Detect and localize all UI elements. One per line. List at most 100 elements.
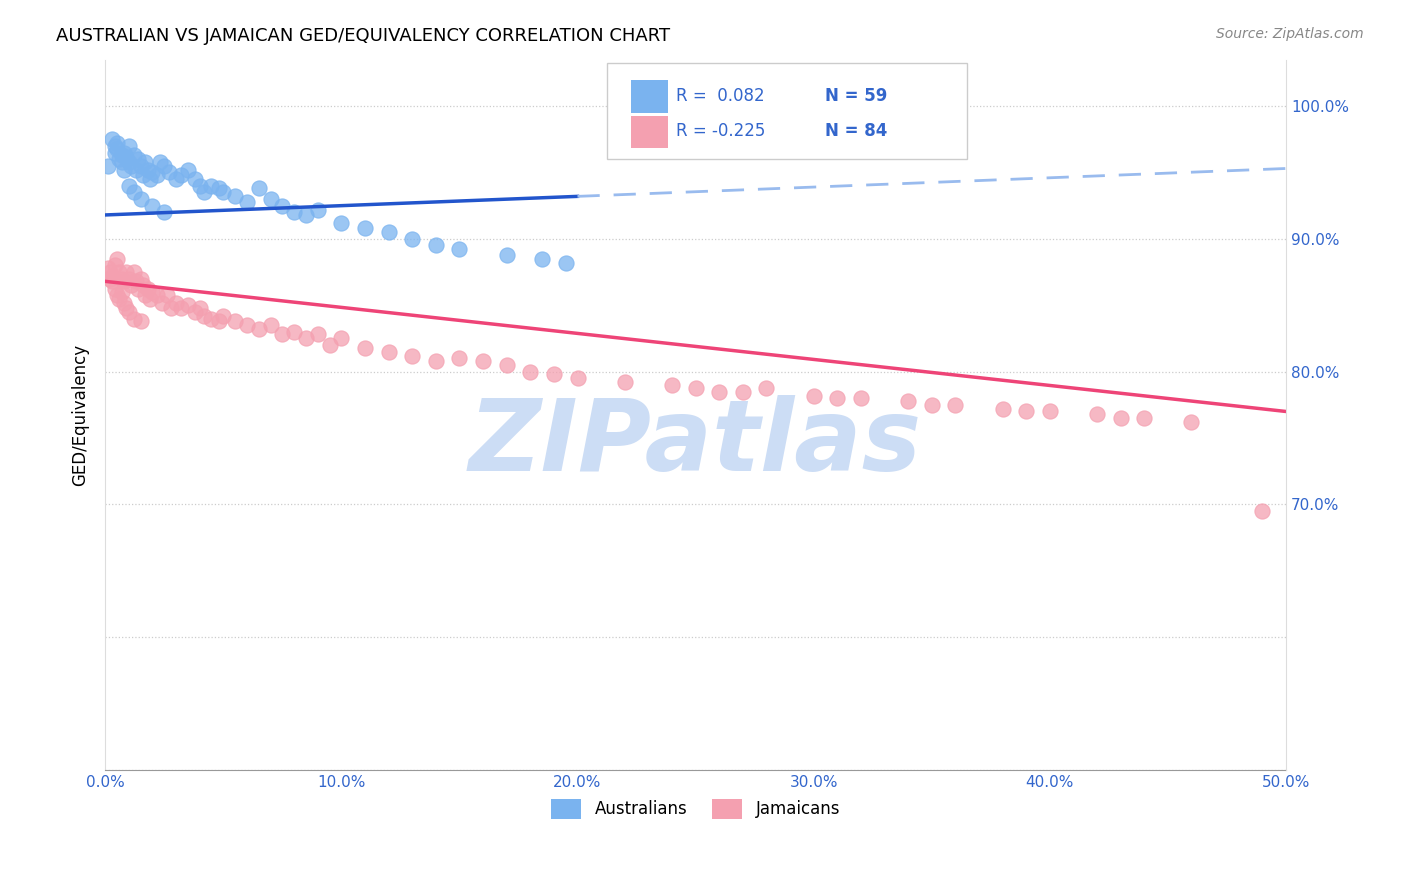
Point xyxy=(236,318,259,333)
Point xyxy=(224,314,246,328)
Point xyxy=(132,278,155,293)
Point xyxy=(104,259,127,273)
Point xyxy=(531,252,554,266)
Point xyxy=(212,309,235,323)
Point xyxy=(111,154,134,169)
Point xyxy=(118,178,141,193)
Point xyxy=(146,168,169,182)
Point xyxy=(377,344,399,359)
FancyBboxPatch shape xyxy=(631,80,668,113)
Point xyxy=(129,159,152,173)
Point xyxy=(307,202,329,217)
Point xyxy=(184,172,207,186)
Text: N = 84: N = 84 xyxy=(825,122,887,140)
Point xyxy=(200,178,222,193)
Point xyxy=(188,301,211,315)
Point xyxy=(271,199,294,213)
Point xyxy=(112,295,135,310)
Point xyxy=(200,311,222,326)
Point xyxy=(354,221,377,235)
Point xyxy=(449,351,471,366)
Point xyxy=(661,378,683,392)
Point xyxy=(104,282,127,296)
Point xyxy=(141,199,163,213)
Point xyxy=(1015,404,1038,418)
Text: R =  0.082: R = 0.082 xyxy=(675,87,763,105)
Point xyxy=(247,181,270,195)
Point xyxy=(97,261,120,276)
Point xyxy=(125,162,148,177)
Point xyxy=(118,139,141,153)
Point xyxy=(122,186,145,200)
Point xyxy=(943,398,966,412)
Point xyxy=(129,192,152,206)
Point xyxy=(224,189,246,203)
Point xyxy=(803,388,825,402)
Point xyxy=(153,205,176,219)
Point xyxy=(165,295,187,310)
Point xyxy=(849,391,872,405)
Point xyxy=(118,154,141,169)
Point xyxy=(112,145,135,160)
Point xyxy=(193,309,215,323)
Point xyxy=(125,274,148,288)
Point xyxy=(709,384,731,399)
Point xyxy=(354,341,377,355)
Point xyxy=(132,168,155,182)
Point xyxy=(120,278,142,293)
Point xyxy=(118,305,141,319)
Point xyxy=(1133,411,1156,425)
Point xyxy=(495,248,517,262)
Point xyxy=(136,162,159,177)
Point xyxy=(139,172,162,186)
Point xyxy=(98,271,121,285)
Point xyxy=(157,165,180,179)
Point xyxy=(212,186,235,200)
Point xyxy=(111,285,134,299)
Point xyxy=(1039,404,1062,418)
Point xyxy=(295,331,318,345)
Point xyxy=(247,322,270,336)
Point xyxy=(283,325,305,339)
Point xyxy=(139,292,162,306)
Text: ZIPatlas: ZIPatlas xyxy=(470,395,922,491)
Point xyxy=(170,168,193,182)
Point xyxy=(425,354,447,368)
Point xyxy=(112,274,135,288)
Point xyxy=(134,154,156,169)
Point xyxy=(184,305,207,319)
Point xyxy=(105,136,128,151)
Point xyxy=(449,243,471,257)
Point xyxy=(127,152,149,166)
Point xyxy=(554,256,576,270)
Point xyxy=(129,314,152,328)
Point xyxy=(111,271,134,285)
Point xyxy=(160,301,183,315)
Point xyxy=(101,274,124,288)
Point xyxy=(115,301,138,315)
Point xyxy=(613,376,636,390)
Point xyxy=(153,159,176,173)
Point xyxy=(115,265,138,279)
Point xyxy=(472,354,495,368)
Point xyxy=(105,142,128,156)
Point xyxy=(207,181,229,195)
Point xyxy=(122,311,145,326)
Point xyxy=(127,282,149,296)
Point xyxy=(236,194,259,209)
Point xyxy=(104,145,127,160)
Point xyxy=(115,149,138,163)
Text: N = 59: N = 59 xyxy=(825,87,887,105)
Point xyxy=(755,381,778,395)
Point xyxy=(141,285,163,299)
Point xyxy=(105,287,128,301)
Point xyxy=(129,271,152,285)
Point xyxy=(108,152,131,166)
Point xyxy=(177,298,200,312)
Point xyxy=(685,381,707,395)
Point xyxy=(318,338,340,352)
Point xyxy=(295,208,318,222)
Point xyxy=(259,318,281,333)
Point xyxy=(108,265,131,279)
Point xyxy=(105,252,128,266)
